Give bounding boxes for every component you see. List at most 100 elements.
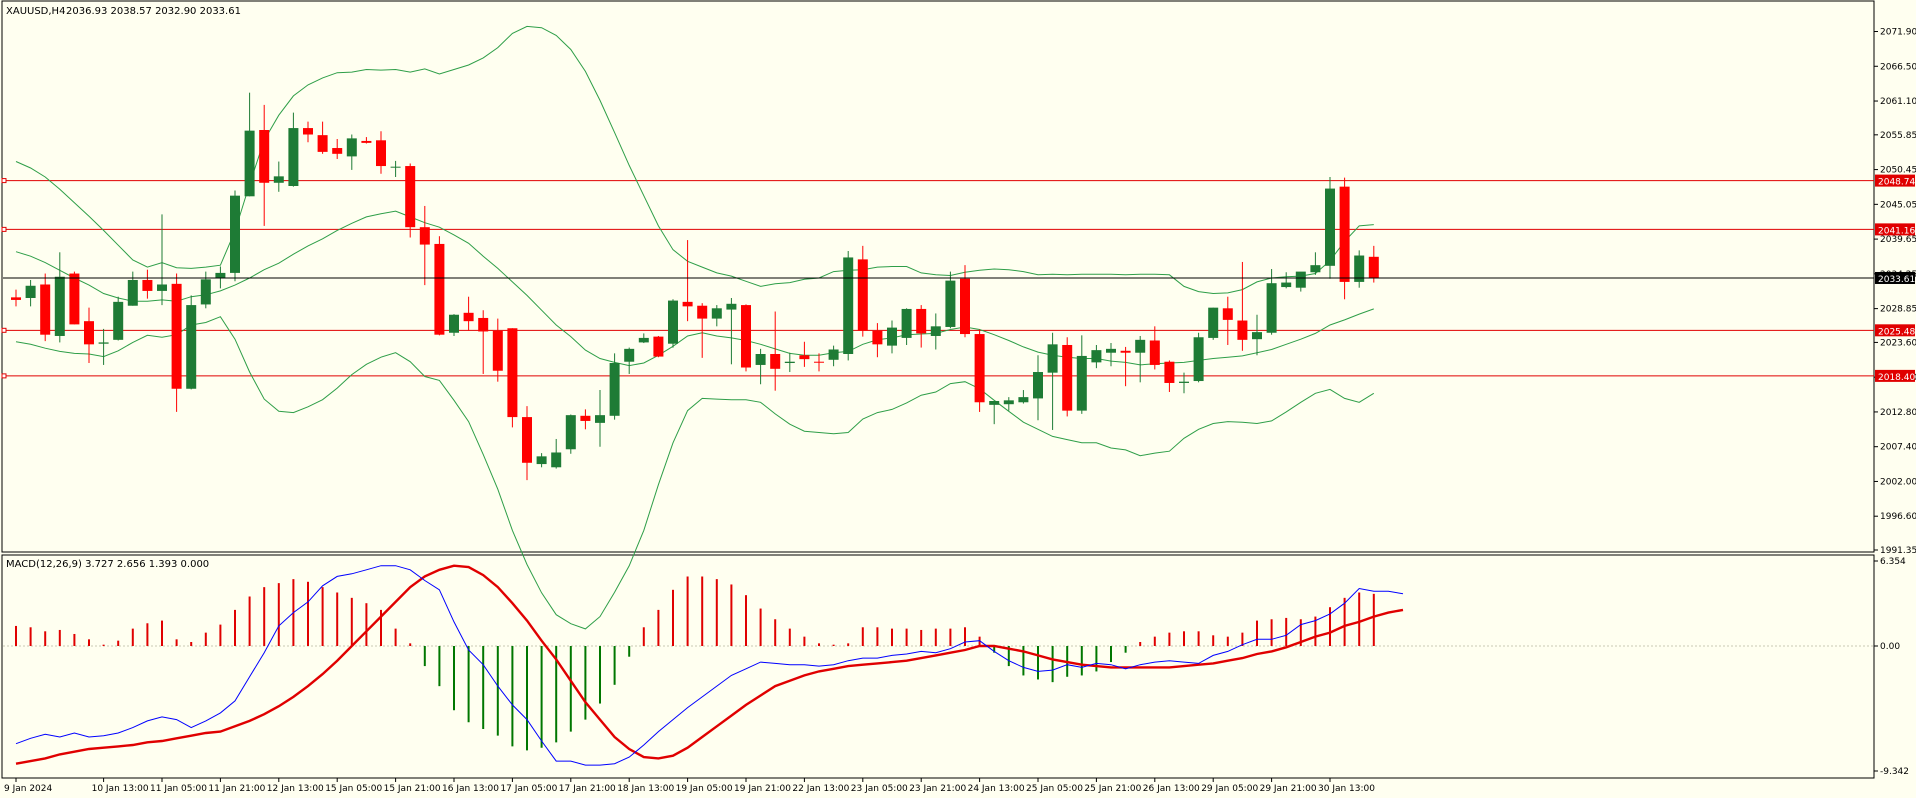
candle-bull bbox=[755, 354, 766, 365]
candle-bear bbox=[405, 166, 416, 228]
candle-bear bbox=[960, 278, 970, 335]
macd-panel-frame[interactable] bbox=[1, 554, 1875, 779]
candle-bull bbox=[887, 327, 897, 346]
macd-tick-label: -9.342 bbox=[1880, 767, 1909, 777]
candle-bear bbox=[1368, 256, 1379, 279]
price-level-label: 2025.48 bbox=[1878, 327, 1915, 337]
candle-bear bbox=[814, 361, 824, 363]
price-tick-label: 2066.50 bbox=[1880, 62, 1916, 72]
candle-bull bbox=[901, 308, 912, 338]
candle-bear bbox=[259, 130, 270, 183]
time-tick-label: 16 Jan 13:00 bbox=[442, 784, 499, 794]
candle-bear bbox=[434, 243, 445, 335]
candle-bear bbox=[1149, 340, 1160, 365]
candle-bull bbox=[1047, 344, 1058, 373]
price-tick-label: 2023.60 bbox=[1880, 338, 1916, 348]
candle-bull bbox=[25, 285, 36, 298]
candle-bear bbox=[1120, 350, 1131, 353]
candle-bear bbox=[376, 140, 386, 167]
candle-bull bbox=[1091, 350, 1102, 363]
candle-bull bbox=[1281, 282, 1292, 288]
price-level-label: 2018.40 bbox=[1878, 373, 1915, 383]
candle-bear bbox=[770, 354, 781, 369]
candle-bear bbox=[653, 336, 664, 357]
price-tick-label: 2039.65 bbox=[1880, 235, 1916, 245]
time-tick-label: 23 Jan 21:00 bbox=[909, 784, 966, 794]
candle-bear bbox=[1339, 186, 1350, 282]
candle-bull bbox=[1033, 372, 1043, 399]
candle-bull bbox=[1208, 307, 1219, 338]
price-level-handle bbox=[1, 178, 7, 184]
time-tick-label: 29 Jan 05:00 bbox=[1201, 784, 1258, 794]
price-tick-label: 2050.45 bbox=[1880, 166, 1916, 176]
ohlc-readout: 2036.93 2038.57 2032.90 2033.61 bbox=[66, 6, 241, 17]
candle-bear bbox=[317, 135, 328, 152]
bollinger-middle-band bbox=[15, 210, 1374, 367]
candle-bull bbox=[1003, 400, 1014, 405]
price-level-handle bbox=[1, 373, 7, 379]
price-tick-label: 2061.10 bbox=[1880, 97, 1916, 107]
candle-bull bbox=[609, 363, 620, 416]
candle-bull bbox=[54, 276, 65, 336]
candle-bear bbox=[974, 334, 985, 403]
candle-bull bbox=[157, 284, 167, 291]
price-tick-label: 2002.00 bbox=[1880, 477, 1916, 487]
time-tick-label: 12 Jan 13:00 bbox=[267, 784, 324, 794]
time-tick-label: 30 Jan 13:00 bbox=[1318, 784, 1375, 794]
price-level-label-box bbox=[1875, 369, 1915, 382]
candle-bear bbox=[799, 355, 810, 360]
candle-bull bbox=[113, 301, 124, 340]
candle-bear bbox=[507, 328, 518, 418]
candle-bear bbox=[69, 273, 80, 325]
candle-bull bbox=[127, 279, 138, 306]
candle-bear bbox=[492, 330, 503, 371]
candle-bull bbox=[536, 456, 547, 465]
price-level-label-box bbox=[1875, 223, 1915, 236]
macd-main-line bbox=[15, 565, 1404, 766]
time-tick-label: 10 Jan 13:00 bbox=[92, 784, 149, 794]
candle-bear bbox=[1237, 320, 1248, 340]
candle-bear bbox=[303, 128, 313, 135]
macd-histogram bbox=[15, 576, 1375, 751]
time-tick-label: 15 Jan 21:00 bbox=[384, 784, 441, 794]
price-tick-label: 1996.60 bbox=[1880, 512, 1916, 522]
price-level-label-box bbox=[1875, 324, 1915, 337]
candle-bear bbox=[522, 417, 532, 463]
candle-bear bbox=[682, 301, 693, 307]
candle-bull bbox=[186, 305, 197, 389]
candle-bull bbox=[784, 361, 795, 364]
macd-tick-label: 6.354 bbox=[1880, 557, 1906, 567]
candle-bull bbox=[1266, 283, 1277, 333]
current-price-label: 2033.61 bbox=[1878, 275, 1915, 285]
price-panel-frame[interactable] bbox=[1, 0, 1875, 553]
candle-bull bbox=[1193, 337, 1204, 382]
price-tick-label: 1991.35 bbox=[1880, 546, 1916, 556]
time-tick-label: 11 Jan 05:00 bbox=[150, 784, 207, 794]
candle-bull bbox=[230, 195, 240, 273]
candle-bear bbox=[463, 312, 474, 322]
candle-bull bbox=[390, 166, 401, 168]
time-tick-label: 19 Jan 05:00 bbox=[676, 784, 733, 794]
candle-bear bbox=[40, 284, 51, 335]
price-tick-label: 2028.85 bbox=[1880, 305, 1916, 315]
time-tick-label: 11 Jan 21:00 bbox=[208, 784, 265, 794]
time-tick-label: 23 Jan 05:00 bbox=[851, 784, 908, 794]
candle-bull bbox=[828, 349, 839, 360]
candle-bull bbox=[711, 308, 722, 319]
macd-title: MACD(12,26,9) 3.727 2.656 1.393 0.000 bbox=[6, 559, 209, 570]
candle-bull bbox=[200, 279, 211, 305]
candle-bear bbox=[1062, 344, 1073, 411]
price-level-label: 2048.74 bbox=[1878, 178, 1915, 188]
time-tick-label: 25 Jan 21:00 bbox=[1084, 784, 1141, 794]
bollinger-upper-band bbox=[15, 25, 1374, 295]
macd-signal-line bbox=[15, 564, 1404, 765]
candle-bull bbox=[1179, 381, 1189, 383]
candle-bull bbox=[98, 342, 109, 344]
time-axis: 9 Jan 2024 10 Jan 13:00 11 Jan 05:00 11 Jan… bbox=[4, 778, 1375, 794]
macd-tick-label: 0.00 bbox=[1880, 642, 1900, 652]
time-tick-label: 19 Jan 21:00 bbox=[734, 784, 791, 794]
candle-bull bbox=[288, 128, 299, 186]
price-level-label-box bbox=[1875, 174, 1915, 187]
